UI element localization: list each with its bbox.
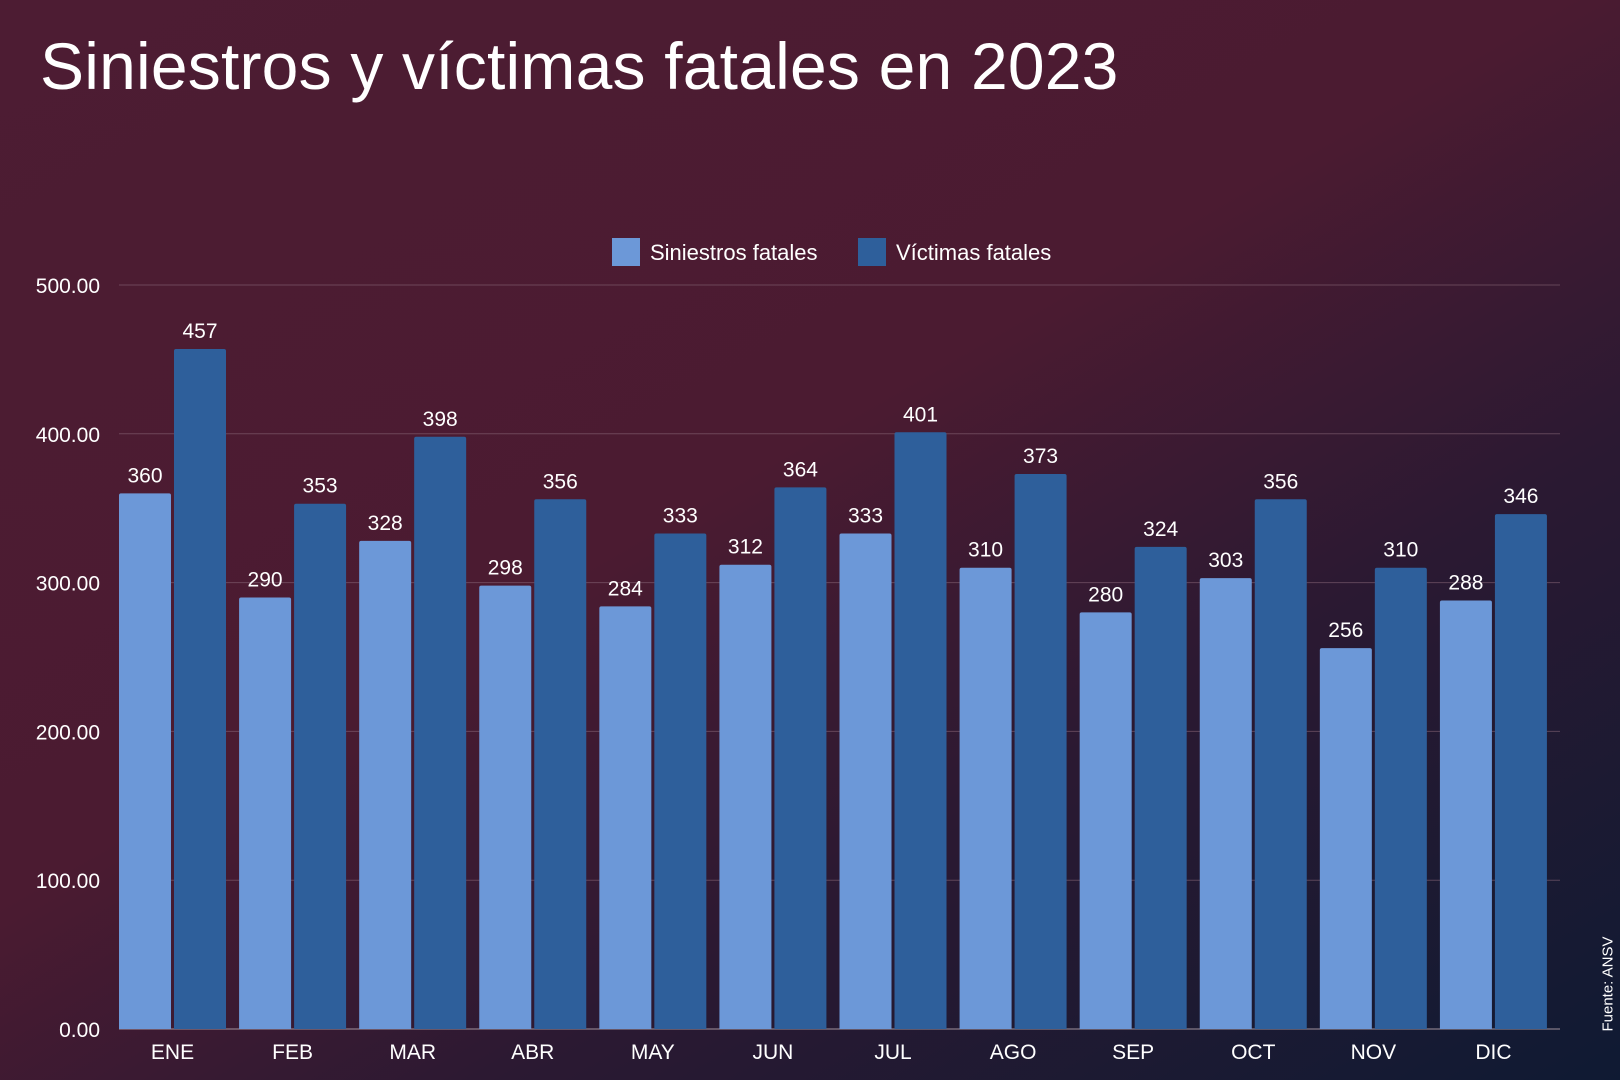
bar-victimas[interactable] (1134, 546, 1187, 1029)
data-label-victimas: 310 (1383, 539, 1418, 562)
x-tick-label: AGO (990, 1041, 1037, 1064)
x-axis-ticks: ENE FEB MAR ABR MAY JUN JUL AGO SEP OCT NOV DIC (151, 1041, 1512, 1064)
y-tick-label: 300.00 (36, 573, 100, 596)
legend-label: Víctimas fatales (896, 240, 1051, 265)
data-label-siniestros: 288 (1448, 571, 1483, 594)
data-label-victimas: 346 (1503, 485, 1538, 508)
bar-victimas[interactable] (774, 487, 827, 1029)
data-label-victimas: 401 (903, 403, 938, 426)
y-tick-label: 500.00 (36, 275, 100, 298)
y-tick-label: 200.00 (36, 721, 100, 744)
bar-siniestros[interactable] (959, 567, 1012, 1029)
x-tick-label: JUN (752, 1041, 793, 1064)
data-label-siniestros: 256 (1328, 619, 1363, 642)
bar-victimas[interactable] (1374, 567, 1427, 1029)
data-label-siniestros: 303 (1208, 549, 1243, 572)
data-label-siniestros: 310 (968, 539, 1003, 562)
x-tick-label: MAR (389, 1041, 436, 1064)
legend-swatch (858, 238, 886, 266)
source-text: Fuente: ANSV (1599, 936, 1617, 1032)
bar-siniestros[interactable] (599, 606, 652, 1029)
legend-item-victimas[interactable]: Víctimas fatales (858, 238, 1051, 266)
data-label-siniestros: 290 (248, 568, 283, 591)
bar-siniestros[interactable] (839, 533, 892, 1029)
bar-victimas[interactable] (1014, 473, 1067, 1029)
data-label-siniestros: 280 (1088, 583, 1123, 606)
bar-siniestros[interactable] (479, 585, 532, 1029)
bar-siniestros[interactable] (1319, 648, 1372, 1029)
legend-item-siniestros[interactable]: Siniestros fatales (612, 238, 818, 266)
x-tick-label: JUL (874, 1041, 911, 1064)
data-label-victimas: 457 (182, 320, 217, 343)
legend-swatch (612, 238, 640, 266)
x-tick-label: DIC (1475, 1041, 1511, 1064)
bars (119, 348, 1547, 1030)
source-note: Fuente: ANSV (1598, 914, 1618, 1054)
legend-label: Siniestros fatales (650, 240, 818, 265)
data-label-siniestros: 333 (848, 504, 883, 527)
x-tick-label: OCT (1231, 1041, 1276, 1064)
bar-siniestros[interactable] (119, 493, 171, 1029)
bar-victimas[interactable] (654, 533, 707, 1029)
bar-siniestros[interactable] (1439, 600, 1492, 1029)
data-label-siniestros: 328 (368, 512, 403, 535)
x-tick-label: MAY (631, 1041, 675, 1064)
data-label-siniestros: 360 (127, 464, 162, 487)
bar-victimas[interactable] (894, 432, 947, 1029)
y-tick-label: 100.00 (36, 870, 100, 893)
bar-siniestros[interactable] (1199, 578, 1252, 1029)
bar-siniestros[interactable] (359, 540, 412, 1029)
bar-victimas[interactable] (174, 348, 226, 1029)
y-tick-label: 0.00 (59, 1019, 100, 1042)
data-label-victimas: 398 (423, 408, 458, 431)
y-tick-label: 400.00 (36, 424, 100, 447)
legend[interactable]: Siniestros fatales Víctimas fatales (612, 238, 1051, 266)
data-label-victimas: 333 (663, 504, 698, 527)
data-labels: 360 457 290 353 328 398 298 356 284 333 312 364 333 4… (127, 320, 1538, 642)
x-tick-label: FEB (272, 1041, 313, 1064)
y-axis-ticks: 0.00 100.00 200.00 300.00 400.00 500.00 (36, 275, 100, 1042)
bar-siniestros[interactable] (239, 597, 292, 1029)
x-tick-label: ENE (151, 1041, 194, 1064)
bar-siniestros[interactable] (1079, 612, 1132, 1029)
x-tick-label: SEP (1112, 1041, 1154, 1064)
data-label-victimas: 356 (1263, 470, 1298, 493)
x-tick-label: ABR (511, 1041, 554, 1064)
data-label-victimas: 373 (1023, 445, 1058, 468)
data-label-victimas: 356 (543, 470, 578, 493)
x-tick-label: NOV (1351, 1041, 1397, 1064)
bar-victimas[interactable] (414, 436, 467, 1029)
bar-victimas[interactable] (294, 503, 347, 1030)
bar-siniestros[interactable] (719, 564, 772, 1029)
bar-victimas[interactable] (534, 499, 587, 1030)
data-label-siniestros: 298 (488, 557, 523, 580)
bar-victimas[interactable] (1494, 514, 1547, 1029)
data-label-siniestros: 312 (728, 536, 763, 559)
bar-victimas[interactable] (1254, 499, 1307, 1030)
chart-title: Siniestros y víctimas fatales en 2023 (40, 29, 1119, 103)
data-label-victimas: 364 (783, 458, 818, 481)
data-label-victimas: 324 (1143, 518, 1178, 541)
data-label-victimas: 353 (303, 475, 338, 498)
data-label-siniestros: 284 (608, 577, 643, 600)
